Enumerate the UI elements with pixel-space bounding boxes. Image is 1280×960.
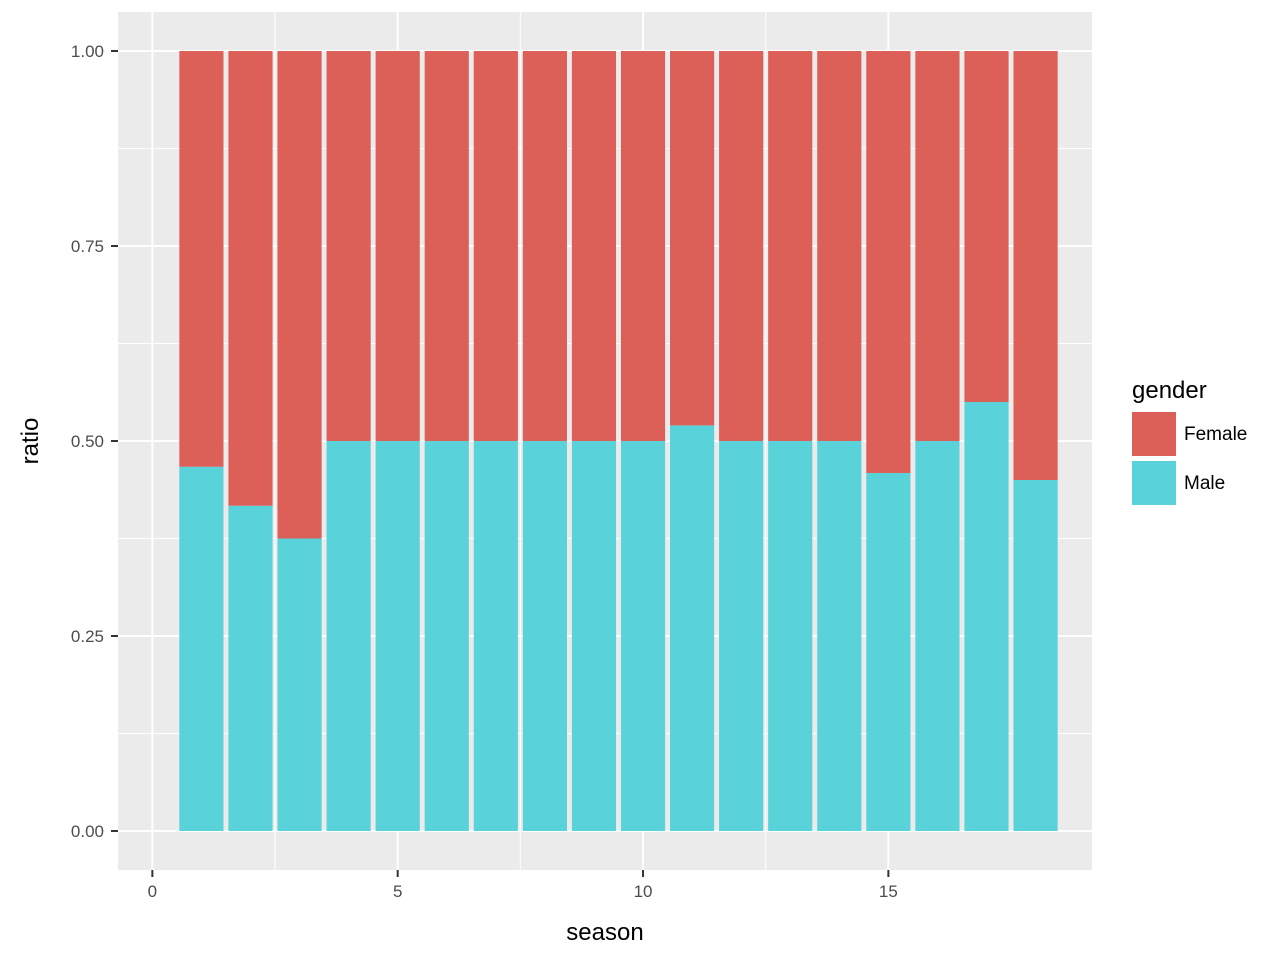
bar-male-season-12 xyxy=(719,441,764,831)
x-axis-title: season xyxy=(566,919,643,946)
y-tick-label: 1.00 xyxy=(71,42,104,61)
legend-label-male: Male xyxy=(1184,473,1225,494)
bar-female-season-6 xyxy=(424,51,469,441)
bar-male-season-9 xyxy=(571,441,617,831)
bar-male-season-16 xyxy=(915,441,960,831)
bar-female-season-7 xyxy=(473,51,518,441)
bar-female-season-12 xyxy=(719,51,764,441)
y-tick-label: 0.50 xyxy=(71,432,104,451)
bar-female-season-17 xyxy=(964,51,1009,402)
bar-male-season-15 xyxy=(866,472,911,831)
bar-male-season-13 xyxy=(768,441,813,831)
legend-label-female: Female xyxy=(1184,424,1247,445)
bar-male-season-14 xyxy=(817,441,862,831)
bar-male-season-3 xyxy=(277,538,322,831)
bar-female-season-2 xyxy=(228,51,273,506)
bar-female-season-3 xyxy=(277,51,322,539)
bars xyxy=(179,51,1058,831)
bar-male-season-10 xyxy=(620,441,666,831)
y-axis-title: ratio xyxy=(17,418,44,465)
bar-female-season-14 xyxy=(817,51,862,441)
bar-female-season-11 xyxy=(670,51,715,426)
bar-male-season-1 xyxy=(179,466,224,831)
axes: 0.00 0.25 0.50 0.75 1.00 0 5 10 15 xyxy=(71,42,898,901)
legend-key-female xyxy=(1132,412,1176,456)
x-tick-label: 5 xyxy=(393,882,402,901)
bar-female-season-1 xyxy=(179,51,224,467)
bar-female-season-9 xyxy=(571,51,617,441)
bar-male-season-4 xyxy=(326,441,371,831)
bar-female-season-8 xyxy=(522,51,567,441)
bar-male-season-6 xyxy=(424,441,469,831)
bar-male-season-7 xyxy=(473,441,518,831)
bar-male-season-8 xyxy=(522,441,567,831)
bar-male-season-5 xyxy=(375,441,420,831)
bar-male-season-18 xyxy=(1013,480,1058,831)
legend: gender Female Male xyxy=(1132,377,1247,505)
y-tick-label: 0.00 xyxy=(71,822,104,841)
bar-male-season-11 xyxy=(670,425,715,831)
bar-male-season-2 xyxy=(228,505,273,831)
x-tick-label: 15 xyxy=(879,882,898,901)
legend-title: gender xyxy=(1132,377,1207,404)
bar-female-season-10 xyxy=(620,51,666,441)
x-tick-label: 10 xyxy=(634,882,653,901)
bar-male-season-17 xyxy=(964,402,1009,831)
y-tick-label: 0.75 xyxy=(71,237,104,256)
bar-female-season-16 xyxy=(915,51,960,441)
bar-female-season-5 xyxy=(375,51,420,441)
legend-key-male xyxy=(1132,461,1176,505)
bar-female-season-15 xyxy=(866,51,911,473)
bar-female-season-13 xyxy=(768,51,813,441)
y-tick-label: 0.25 xyxy=(71,627,104,646)
bar-female-season-18 xyxy=(1013,51,1058,480)
x-tick-label: 0 xyxy=(148,882,157,901)
bar-female-season-4 xyxy=(326,51,371,441)
